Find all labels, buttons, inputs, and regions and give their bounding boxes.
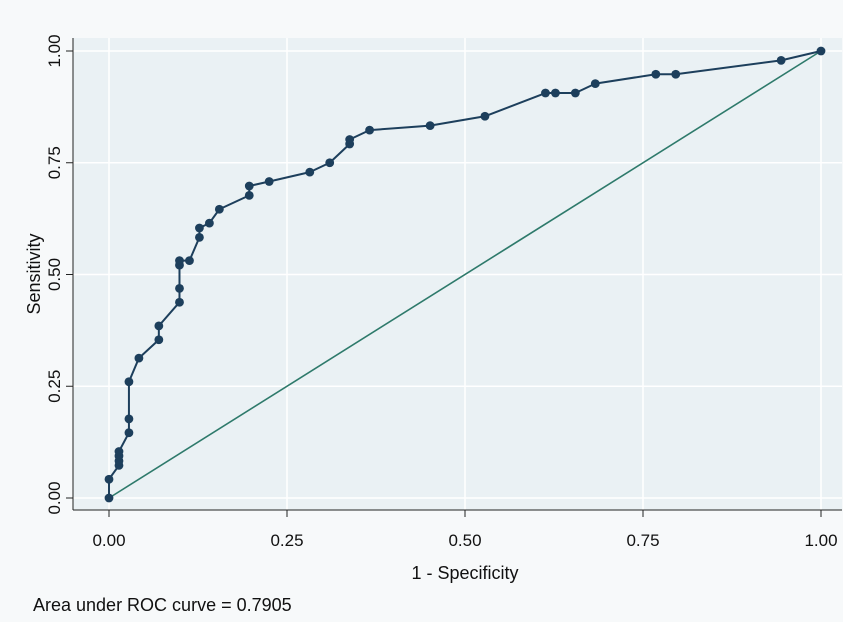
reference-line xyxy=(108,50,822,499)
roc-point xyxy=(104,474,114,484)
grid-lines xyxy=(73,38,842,510)
roc-point xyxy=(480,111,490,121)
roc-point xyxy=(124,377,134,387)
roc-point xyxy=(671,69,681,79)
tick-labels: 0.00 0.25 0.50 0.75 1.00 0.00 0.25 0.50 0.75 1.00 xyxy=(45,34,838,550)
roc-point xyxy=(124,428,134,438)
roc-point xyxy=(104,493,114,503)
roc-point xyxy=(175,283,184,293)
roc-curve-group xyxy=(104,46,826,503)
roc-point xyxy=(214,204,224,214)
y-tick-label: 0.50 xyxy=(45,258,64,291)
roc-point xyxy=(175,256,184,266)
y-axis-title: Sensitivity xyxy=(24,233,44,314)
y-tick-label: 0.75 xyxy=(45,146,64,179)
roc-point xyxy=(134,353,144,363)
roc-point xyxy=(776,55,786,65)
roc-point xyxy=(195,232,204,242)
roc-point xyxy=(195,223,204,233)
x-tick-label: 0.00 xyxy=(92,531,125,550)
roc-point xyxy=(204,218,214,228)
roc-point xyxy=(114,447,124,456)
roc-point xyxy=(264,177,274,186)
y-tick-label: 0.00 xyxy=(45,481,64,514)
roc-point xyxy=(590,79,600,89)
roc-point xyxy=(551,88,560,98)
x-tick-label: 0.50 xyxy=(448,531,481,550)
reference-line-group xyxy=(108,50,822,499)
x-tick-label: 0.25 xyxy=(270,531,303,550)
x-tick-label: 1.00 xyxy=(804,531,837,550)
roc-point xyxy=(325,158,335,168)
roc-point xyxy=(570,88,580,98)
roc-point xyxy=(816,46,826,56)
auc-note: Area under ROC curve = 0.7905 xyxy=(33,595,292,615)
roc-point xyxy=(175,297,184,307)
roc-point xyxy=(541,88,550,98)
roc-point xyxy=(425,121,435,131)
roc-point xyxy=(305,167,315,177)
x-tick-label: 0.75 xyxy=(626,531,659,550)
roc-point xyxy=(651,69,661,79)
roc-point xyxy=(154,335,164,345)
roc-point xyxy=(154,321,164,331)
roc-point xyxy=(345,135,355,144)
roc-point xyxy=(244,190,254,200)
roc-point xyxy=(124,414,134,424)
y-tick-label: 0.25 xyxy=(45,370,64,403)
roc-point xyxy=(244,181,254,191)
roc-point xyxy=(365,125,374,135)
y-tick-label: 1.00 xyxy=(45,34,64,67)
roc-point xyxy=(185,256,194,266)
x-axis-title: 1 - Specificity xyxy=(411,563,518,583)
axes xyxy=(66,38,842,517)
